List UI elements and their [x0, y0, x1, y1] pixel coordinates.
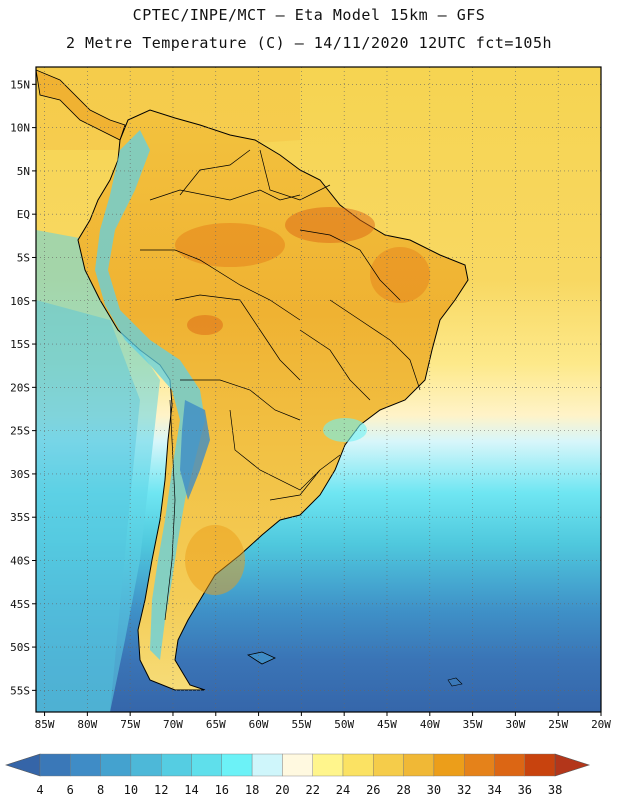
colorbar-label: 8: [97, 783, 104, 797]
map-title-line1: CPTEC/INPE/MCT – Eta Model 15km – GFS: [132, 6, 486, 24]
colorbar-swatch: [130, 753, 162, 777]
lon-label: 75W: [120, 718, 140, 731]
temperature-map: 15N 10N 5N EQ 5S 10S 15S 20S 25S 30S 35S 40S 45S 50S 5…: [10, 66, 612, 731]
bolivia-hotspot: [187, 315, 223, 335]
amazon-hotspot: [175, 223, 285, 267]
colorbar-low-arrow: [5, 753, 41, 777]
colorbar-label: 14: [184, 783, 198, 797]
colorbar-label: 16: [215, 783, 229, 797]
lat-label: 45S: [10, 598, 30, 611]
para-hotspot: [285, 207, 375, 243]
lon-label: 30W: [505, 718, 525, 731]
colorbar-swatch: [191, 753, 222, 777]
serra-do-mar-cool: [323, 418, 367, 442]
colorbar-label: 38: [548, 783, 562, 797]
andes-ridge: [95, 130, 205, 660]
colorbar-swatch: [373, 753, 404, 777]
lat-lon-grid: [32, 67, 602, 716]
lat-label: EQ: [17, 208, 30, 221]
colorbar-label: 4: [36, 783, 43, 797]
south-georgia-island: [447, 677, 463, 687]
lat-label: 40S: [10, 554, 30, 567]
colorbar-label: 22: [305, 783, 319, 797]
lat-label: 35S: [10, 511, 30, 524]
colorbar-swatch: [403, 753, 435, 777]
colorbar-label: 6: [67, 783, 74, 797]
lat-label: 10N: [10, 122, 30, 135]
lat-label: 30S: [10, 468, 30, 481]
lat-label: 10S: [10, 295, 30, 308]
lon-label: 45W: [377, 718, 397, 731]
lon-label: 50W: [334, 718, 354, 731]
colorbar-swatch: [464, 753, 495, 777]
colorbar-swatch: [342, 753, 374, 777]
pacific-cold-core: [36, 300, 140, 712]
colorbar-label: 36: [518, 783, 532, 797]
colorbar-high-arrow: [554, 753, 591, 777]
colorbar-label: 26: [366, 783, 380, 797]
colorbar-label: 10: [124, 783, 138, 797]
colorbar-label: 28: [396, 783, 410, 797]
lat-label: 50S: [10, 641, 30, 654]
colorbar-swatch: [160, 753, 192, 777]
falkland-islands: [246, 651, 276, 665]
latitude-labels: 15N 10N 5N EQ 5S 10S 15S 20S 25S 30S 35S 40S 45S 50S 5…: [10, 78, 30, 697]
lon-label: 70W: [163, 718, 183, 731]
patagonia-warm: [185, 525, 245, 595]
country-borders: [140, 149, 421, 621]
lon-label: 85W: [35, 718, 55, 731]
lon-label: 55W: [291, 718, 311, 731]
colorbar-label: 18: [245, 783, 259, 797]
map-frame: [35, 66, 602, 713]
colorbar-label: 20: [275, 783, 289, 797]
lon-label: 65W: [206, 718, 226, 731]
lon-label: 25W: [548, 718, 568, 731]
colorbar-swatch: [70, 753, 101, 777]
colorbar-label: 24: [336, 783, 350, 797]
lon-label: 80W: [77, 718, 97, 731]
colorbar-swatch: [282, 753, 313, 777]
lat-label: 25S: [10, 425, 30, 438]
colorbar-swatch: [251, 753, 283, 777]
lon-label: 40W: [420, 718, 440, 731]
colorbar-swatch: [221, 753, 253, 777]
colorbar-swatch: [433, 753, 465, 777]
longitude-labels: 85W 80W 75W 70W 65W 60W 55W 50W 45W 40W 35W 30W 25W 2…: [35, 718, 612, 731]
colorbar: 4 6 8 10 12 14 16 18 20 22 24 26 28 30 32 34 36 38: [5, 753, 591, 797]
lat-label: 55S: [10, 684, 30, 697]
colorbar-swatch: [524, 753, 556, 777]
pacific-cool-band: [36, 230, 160, 712]
lat-label: 20S: [10, 381, 30, 394]
colorbar-label: 32: [457, 783, 471, 797]
lon-label: 20W: [591, 718, 611, 731]
lat-label: 15N: [10, 78, 30, 91]
andes-high-peaks: [180, 400, 210, 500]
colorbar-label: 30: [427, 783, 441, 797]
lon-label: 35W: [463, 718, 483, 731]
colorbar-swatch: [494, 753, 525, 777]
map-title-line2: 2 Metre Temperature (C) – 14/11/2020 12U…: [65, 34, 553, 52]
colorbar-label: 34: [487, 783, 501, 797]
colorbar-swatch: [39, 753, 71, 777]
colorbar-label: 12: [154, 783, 168, 797]
northeast-hotspot: [370, 247, 430, 303]
lat-label: 5S: [17, 251, 30, 264]
lon-label: 60W: [249, 718, 269, 731]
lat-label: 5N: [17, 165, 30, 178]
colorbar-swatch: [100, 753, 132, 777]
colorbar-swatch: [312, 753, 344, 777]
lat-label: 15S: [10, 338, 30, 351]
